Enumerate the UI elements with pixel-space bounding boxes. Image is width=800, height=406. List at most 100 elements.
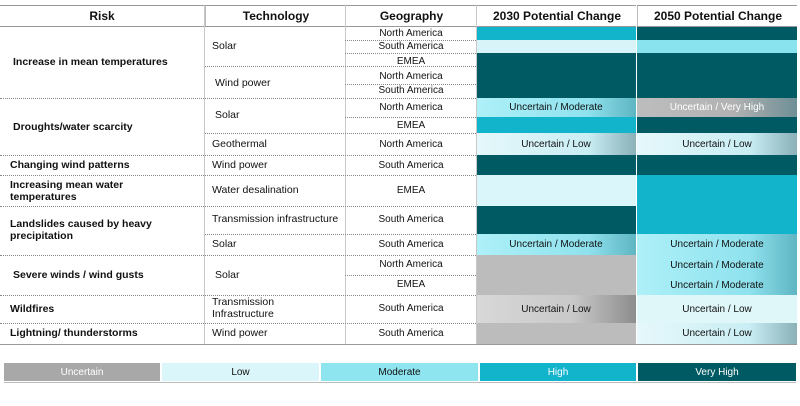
tech-label: Transmission infrastructure <box>212 213 339 225</box>
geo-label: North America <box>379 139 443 150</box>
tech-label: Solar <box>215 269 240 281</box>
col-divider-4 <box>636 5 637 345</box>
header-technology: Technology <box>205 6 346 26</box>
tech-label: Solar <box>212 40 237 52</box>
cell-2050-row-12: Uncertain / Moderate <box>637 234 797 255</box>
cell-2030-row-12: Uncertain / Moderate <box>476 234 636 255</box>
geo-label: North America <box>379 28 443 39</box>
sep-risk-1 <box>0 98 476 99</box>
cell-2050-row-15-label: Uncertain / Low <box>682 303 752 315</box>
sep-geo-5 <box>345 275 476 276</box>
cell-2050-row-13-label: Uncertain / Moderate <box>670 259 764 271</box>
cell-2050-row-16: Uncertain / Low <box>637 323 797 344</box>
cell-2030-row-15: Uncertain / Low <box>476 295 636 323</box>
header-geography: Geography <box>345 6 477 26</box>
tech-label: Solar <box>215 109 240 121</box>
cell-2050-row-3-5 <box>637 53 797 98</box>
sep-geo-1 <box>345 40 476 41</box>
cell-2030-row-11 <box>476 206 636 234</box>
sep-risk-2 <box>0 155 476 156</box>
sep-risk-5 <box>0 255 476 256</box>
cell-2030-row-8: Uncertain / Low <box>476 133 636 155</box>
geo-label: North America <box>379 71 443 82</box>
geo-label: South America <box>378 303 444 314</box>
sep-risk-6 <box>0 295 476 296</box>
geo-label: North America <box>379 259 443 270</box>
sep-risk-4 <box>0 206 476 207</box>
legend-very-high: Very High <box>638 363 796 381</box>
header-border-bottom <box>0 26 797 27</box>
geo-label: South America <box>378 160 444 171</box>
legend-uncertain: Uncertain <box>4 363 160 381</box>
cell-2050-row-2 <box>637 40 797 53</box>
sep-bottom <box>0 344 797 345</box>
tech-label: Wind power <box>212 159 268 171</box>
cell-2030-row-16 <box>476 323 636 344</box>
cell-2050-row-8: Uncertain / Low <box>637 133 797 155</box>
sep-tech-2 <box>205 133 476 134</box>
legend-high: High <box>480 363 636 381</box>
geo-label: South America <box>378 41 444 52</box>
risk-label: Increasing mean water temperatures <box>10 179 124 203</box>
geo-label: North America <box>379 102 443 113</box>
tech-label: Wind power <box>212 327 268 339</box>
sep-geo-4 <box>345 117 476 118</box>
cell-2050-row-12-label: Uncertain / Moderate <box>670 239 764 250</box>
geo-label: South America <box>378 214 444 225</box>
risk-label: Wildfires <box>10 303 55 315</box>
sep-risk-3 <box>0 175 476 176</box>
cell-2050-row-16-label: Uncertain / Low <box>682 328 752 339</box>
geo-label: South America <box>378 328 444 339</box>
risk-label: Increase in mean temperatures <box>13 56 168 68</box>
cell-2030-row-6-label: Uncertain / Moderate <box>509 102 603 113</box>
legend-moderate: Moderate <box>321 363 478 381</box>
tech-label: Wind power <box>215 77 271 89</box>
legend-low: Low <box>162 363 319 381</box>
risk-label: Lightning/ thunderstorms <box>10 327 138 339</box>
cell-2030-row-1 <box>476 27 636 40</box>
geo-label: EMEA <box>396 279 426 290</box>
cell-2030-row-2 <box>476 40 636 53</box>
cell-2030-row-6: Uncertain / Moderate <box>476 98 636 117</box>
geo-label: EMEA <box>396 56 426 67</box>
geo-label: EMEA <box>396 120 426 131</box>
cell-2050-row-7 <box>637 117 797 133</box>
legend-border <box>4 382 796 383</box>
col-divider-3 <box>476 5 477 345</box>
sep-geo-2 <box>345 53 476 54</box>
tech-label: Geothermal <box>212 138 267 150</box>
cell-2030-row-13-14 <box>476 255 636 295</box>
header-2050: 2050 Potential Change <box>637 6 798 26</box>
header-border-top <box>0 5 797 6</box>
cell-2050-row-14-label: Uncertain / Moderate <box>670 279 764 291</box>
cell-2030-row-15-label: Uncertain / Low <box>521 303 591 315</box>
sep-geo-3 <box>345 84 476 85</box>
cell-2030-row-9 <box>476 155 636 175</box>
cell-2030-row-12-label: Uncertain / Moderate <box>509 239 603 250</box>
sep-tech-1 <box>205 66 476 67</box>
tech-label: Water desalination <box>212 184 299 196</box>
header-2030: 2030 Potential Change <box>476 6 637 26</box>
cell-2050-row-15 <box>637 295 797 323</box>
cell-2030-row-3-5 <box>476 53 636 98</box>
risk-label: Landslides caused by heavy precipitation <box>10 218 152 242</box>
cell-2030-row-7 <box>476 117 636 133</box>
header-risk: Risk <box>89 9 115 23</box>
geo-label: South America <box>378 239 444 250</box>
cell-2050-row-9 <box>637 155 797 175</box>
cell-2050-row-6: Uncertain / Very High <box>637 98 797 117</box>
sep-tech-3 <box>205 234 476 235</box>
cell-2050-row-6-label: Uncertain / Very High <box>669 102 765 113</box>
cell-2050-row-10-11 <box>637 175 797 234</box>
tech-label: Transmission Infrastructure <box>212 296 275 320</box>
cell-2030-row-8-label: Uncertain / Low <box>521 138 591 150</box>
sep-risk-7 <box>0 323 476 324</box>
risk-label: Droughts/water scarcity <box>13 121 133 133</box>
cell-2030-row-10 <box>476 175 636 206</box>
geo-label: South America <box>378 85 444 96</box>
risk-label: Changing wind patterns <box>10 159 130 171</box>
risk-label: Severe winds / wind gusts <box>13 269 144 281</box>
cell-2050-row-14: Uncertain / Moderate <box>637 275 797 295</box>
cell-2050-row-1 <box>637 27 797 40</box>
